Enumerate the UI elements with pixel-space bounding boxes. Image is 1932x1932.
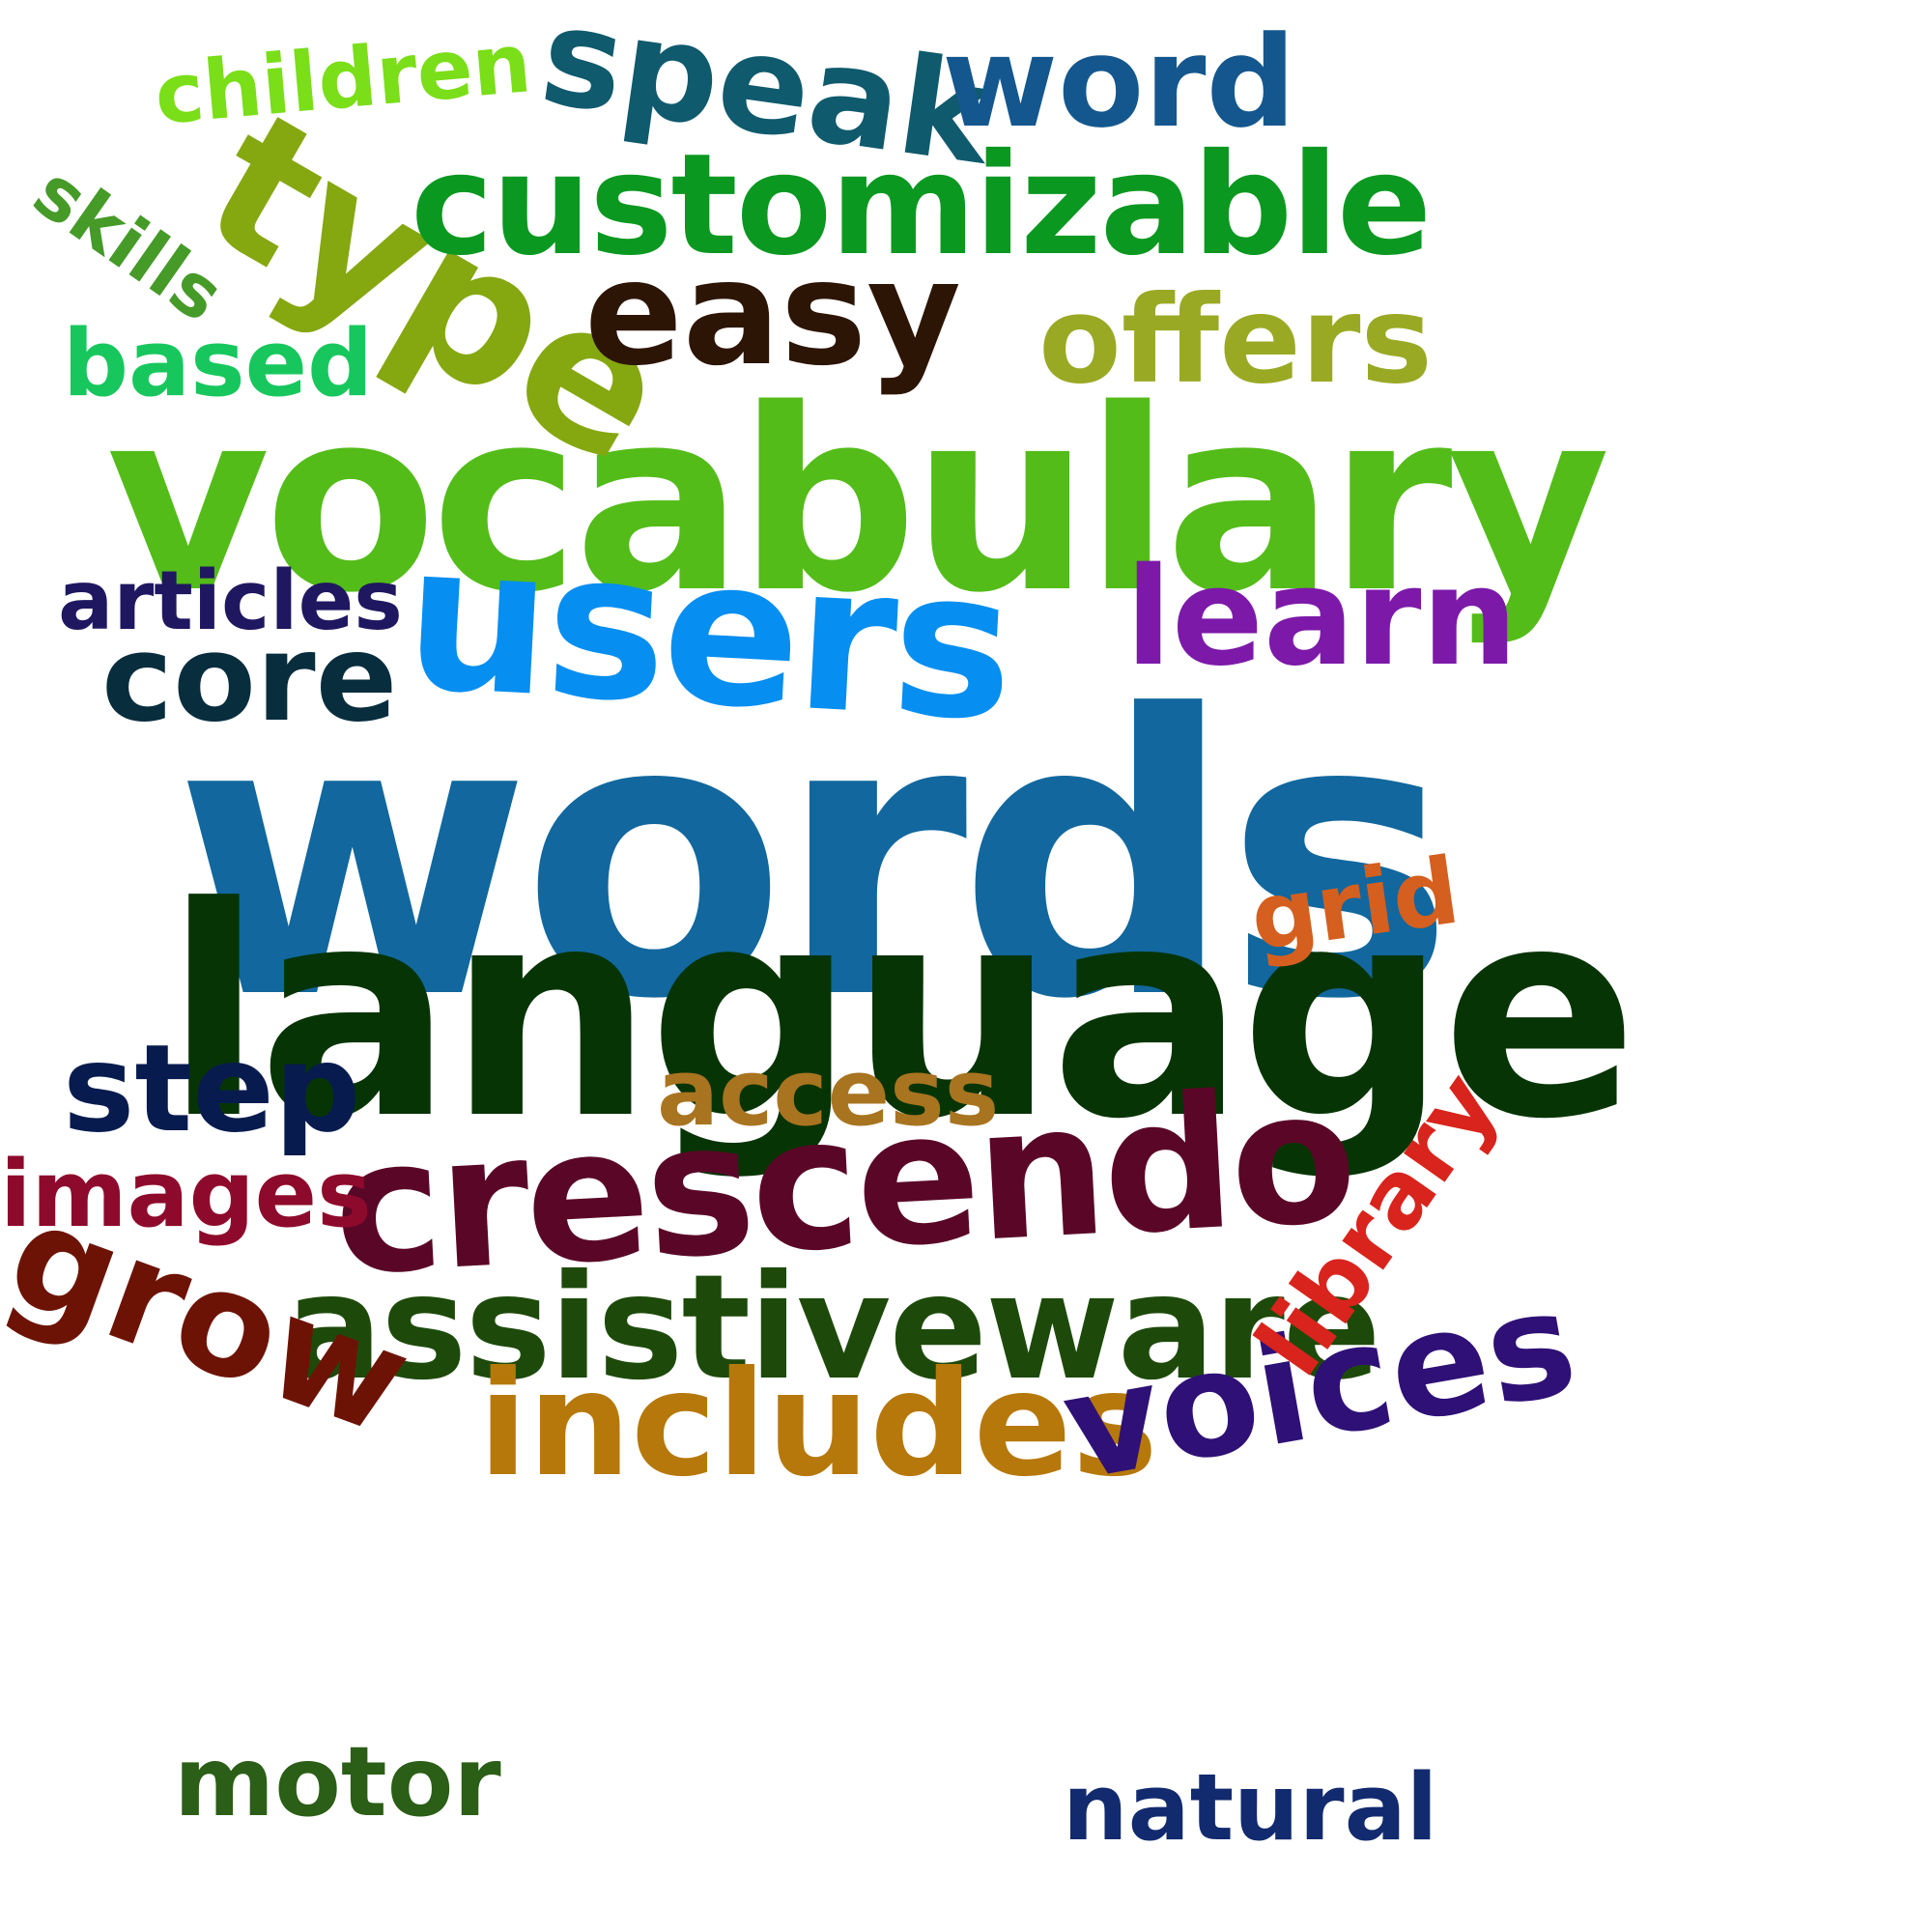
word-grid: grid xyxy=(1244,838,1465,973)
word-skills: skills xyxy=(18,149,240,339)
word-based: based xyxy=(63,311,374,417)
word-language: language xyxy=(164,845,1638,1182)
word-offers: offers xyxy=(1038,270,1433,411)
word-natural: natural xyxy=(1063,1755,1438,1861)
word-step: step xyxy=(63,1019,361,1159)
word-customizable: customizable xyxy=(411,124,1432,287)
word-core: core xyxy=(101,609,398,749)
word-children: children xyxy=(151,15,535,144)
word-motor: motor xyxy=(174,1725,501,1838)
word-learn: learn xyxy=(1125,539,1519,696)
word-easy: easy xyxy=(584,230,962,398)
word-vocabulary: vocabulary xyxy=(106,356,1610,648)
word-articles: articles xyxy=(58,554,403,649)
word-includes: includes xyxy=(478,1341,1158,1509)
word-access: access xyxy=(657,1040,1000,1147)
word-users: users xyxy=(400,497,1016,767)
word-images: images xyxy=(0,1142,372,1248)
word-word: word xyxy=(942,9,1296,156)
word-assistiveware: assistiveware xyxy=(285,1244,1381,1412)
word-words: words xyxy=(174,635,1455,1084)
